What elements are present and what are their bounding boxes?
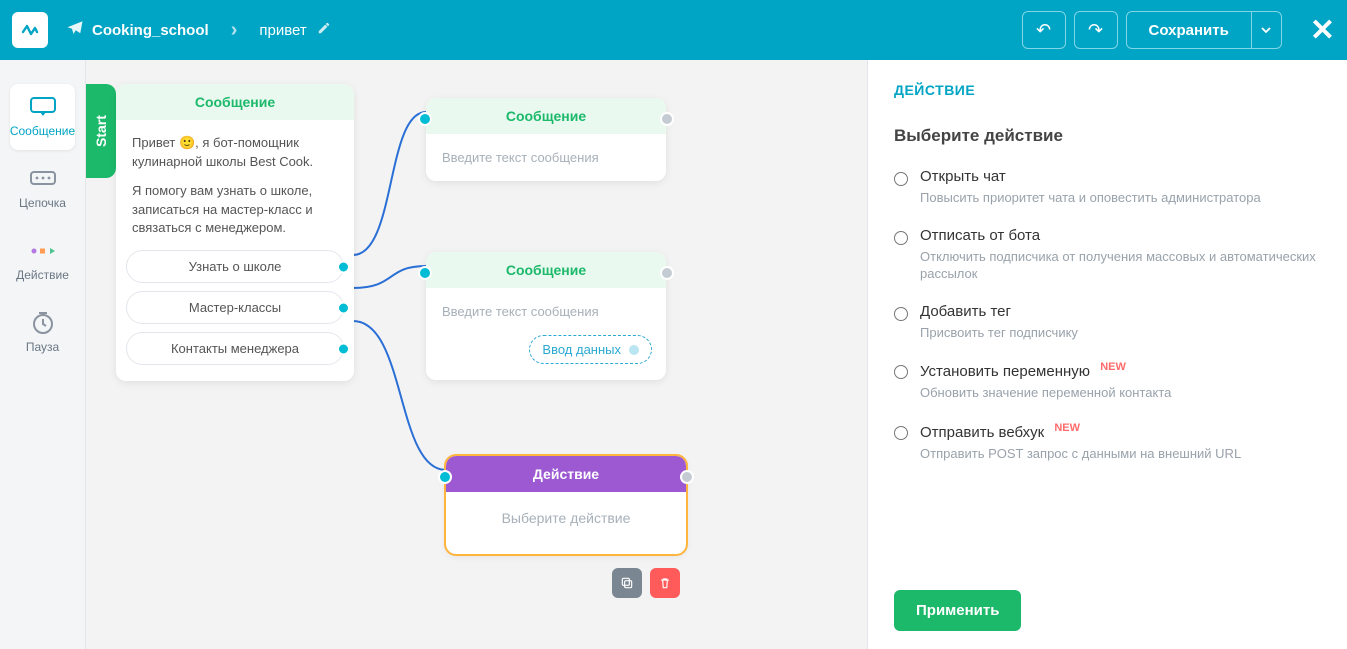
chip-label: Ввод данных [542, 342, 621, 357]
action-placeholder: Выберите действие [446, 492, 686, 554]
node-header: Действие [446, 456, 686, 492]
topbar-actions: ↶ ↷ Сохранить ✕ [1022, 11, 1335, 49]
action-radio[interactable] [894, 307, 908, 321]
message-placeholder[interactable]: Введите текст сообщения [426, 288, 666, 335]
pencil-icon[interactable] [317, 21, 331, 39]
out-port-icon[interactable] [680, 470, 694, 484]
out-port-icon[interactable] [337, 342, 350, 355]
out-port-icon[interactable] [337, 301, 350, 314]
quick-reply-label: Узнать о школе [189, 259, 282, 274]
pause-icon [28, 312, 58, 334]
start-tab: Start [86, 84, 116, 178]
duplicate-button[interactable] [612, 568, 642, 598]
rail-label: Сообщение [10, 124, 75, 138]
node-toolbar [612, 568, 680, 598]
rail-item-message[interactable]: Сообщение [10, 84, 75, 150]
save-button[interactable]: Сохранить [1126, 11, 1252, 49]
flow-name[interactable]: привет [259, 22, 306, 39]
option-description: Отправить POST запрос с данными на внешн… [920, 445, 1321, 463]
quick-reply-button[interactable]: Узнать о школе [126, 250, 344, 283]
node-header: Сообщение [426, 252, 666, 288]
telegram-icon [66, 19, 84, 41]
node-start-message[interactable]: Сообщение Привет 🙂, я бот-помощник кулин… [116, 84, 354, 381]
left-rail: Сообщение Цепочка Действие Пауза [0, 60, 86, 649]
action-option[interactable]: Открыть чат Повысить приоритет чата и опо… [894, 168, 1321, 207]
out-port-icon[interactable] [337, 260, 350, 273]
quick-reply-label: Контакты менеджера [171, 341, 299, 356]
action-radio[interactable] [894, 426, 908, 440]
node-action[interactable]: Действие Выберите действие [446, 456, 686, 554]
action-icon [28, 240, 58, 262]
rail-label: Цепочка [19, 196, 66, 210]
apply-button[interactable]: Применить [894, 590, 1021, 631]
option-description: Присвоить тег подписчику [920, 324, 1321, 342]
option-description: Отключить подписчика от получения массов… [920, 248, 1321, 283]
new-badge: NEW [1100, 361, 1126, 373]
message-placeholder[interactable]: Введите текст сообщения [426, 134, 666, 181]
option-label: Отписать от бота [920, 227, 1321, 244]
option-description: Обновить значение переменной контакта [920, 384, 1321, 402]
save-dropdown-button[interactable] [1252, 11, 1282, 49]
panel-title: ДЕЙСТВИЕ [894, 82, 1321, 98]
flow-canvas[interactable]: Start Сообщение Привет 🙂, я бот-помощник… [86, 60, 867, 649]
data-input-chip[interactable]: Ввод данных [529, 335, 652, 364]
action-option[interactable]: Отписать от бота Отключить подписчика от … [894, 227, 1321, 283]
breadcrumb: Cooking_school › привет [66, 19, 331, 42]
action-option[interactable]: Отправить вебхук NEW Отправить POST запро… [894, 422, 1321, 463]
rail-label: Пауза [26, 340, 59, 354]
out-port-icon[interactable] [660, 112, 674, 126]
in-port-icon[interactable] [418, 112, 432, 126]
in-port-icon[interactable] [438, 470, 452, 484]
close-icon[interactable]: ✕ [1310, 13, 1335, 48]
option-label: Добавить тег [920, 303, 1321, 320]
action-option[interactable]: Установить переменную NEW Обновить значен… [894, 361, 1321, 402]
action-radio[interactable] [894, 172, 908, 186]
node-body: Привет 🙂, я бот-помощник кулинарной школ… [116, 120, 354, 250]
message-icon [28, 96, 58, 118]
option-label: Отправить вебхук NEW [920, 422, 1321, 441]
redo-button[interactable]: ↷ [1074, 11, 1118, 49]
topbar: Cooking_school › привет ↶ ↷ Сохранить ✕ [0, 0, 1347, 60]
quick-reply-button[interactable]: Контакты менеджера [126, 332, 344, 365]
node-header: Сообщение [426, 98, 666, 134]
node-header: Сообщение [116, 84, 354, 120]
action-radio[interactable] [894, 365, 908, 379]
action-option[interactable]: Добавить тег Присвоить тег подписчику [894, 303, 1321, 342]
undo-button[interactable]: ↶ [1022, 11, 1066, 49]
quick-reply-button[interactable]: Мастер-классы [126, 291, 344, 324]
bot-name[interactable]: Cooking_school [92, 22, 209, 39]
right-panel: ДЕЙСТВИЕ Выберите действие Открыть чат По… [867, 60, 1347, 649]
chip-port-icon [629, 345, 639, 355]
option-label: Установить переменную NEW [920, 361, 1321, 380]
option-label: Открыть чат [920, 168, 1321, 185]
breadcrumb-separator-icon: › [231, 19, 238, 42]
new-badge: NEW [1054, 422, 1080, 434]
node-message[interactable]: Сообщение Введите текст сообщения [426, 98, 666, 181]
message-paragraph: Привет 🙂, я бот-помощник кулинарной школ… [132, 134, 338, 172]
quick-reply-label: Мастер-классы [189, 300, 281, 315]
in-port-icon[interactable] [418, 266, 432, 280]
chain-icon [28, 168, 58, 190]
delete-button[interactable] [650, 568, 680, 598]
logo-icon[interactable] [12, 12, 48, 48]
rail-item-chain[interactable]: Цепочка [10, 156, 75, 222]
message-paragraph: Я помогу вам узнать о школе, записаться … [132, 182, 338, 239]
node-message[interactable]: Сообщение Введите текст сообщения Ввод д… [426, 252, 666, 380]
rail-label: Действие [16, 268, 69, 282]
option-description: Повысить приоритет чата и оповестить адм… [920, 189, 1321, 207]
action-radio[interactable] [894, 231, 908, 245]
out-port-icon[interactable] [660, 266, 674, 280]
rail-item-pause[interactable]: Пауза [10, 300, 75, 366]
panel-subtitle: Выберите действие [894, 126, 1321, 146]
rail-item-action[interactable]: Действие [10, 228, 75, 294]
